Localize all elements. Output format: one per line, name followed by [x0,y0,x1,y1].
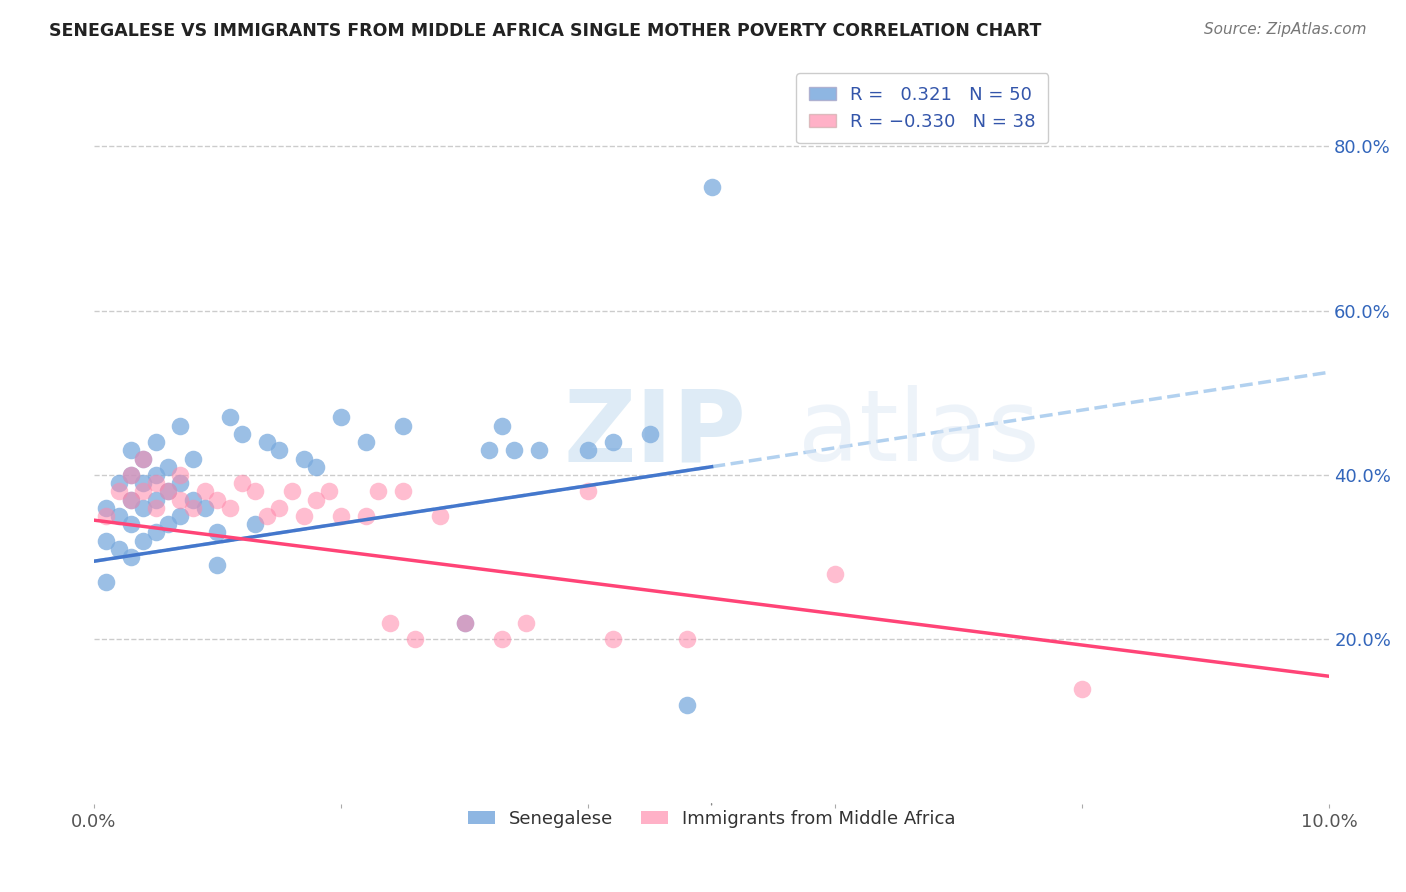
Point [305,459,328,474]
Point [231,476,253,491]
Point [157,484,180,499]
Point [96,500,118,515]
Point [107,476,129,491]
Point [478,443,501,458]
Point [602,435,624,450]
Point [132,451,155,466]
Point [318,484,340,499]
Point [96,533,118,548]
Point [107,509,129,524]
Point [145,492,167,507]
Point [194,484,217,499]
Text: SENEGALESE VS IMMIGRANTS FROM MIDDLE AFRICA SINGLE MOTHER POVERTY CORRELATION CH: SENEGALESE VS IMMIGRANTS FROM MIDDLE AFR… [49,22,1042,40]
Point [638,426,661,441]
Point [145,500,167,515]
Point [515,615,537,630]
Point [354,509,377,524]
Point [1071,681,1094,696]
Point [453,615,475,630]
Point [132,476,155,491]
Point [269,500,291,515]
Point [700,180,723,194]
Point [218,500,240,515]
Point [305,492,328,507]
Point [120,443,142,458]
Point [132,500,155,515]
Point [576,484,599,499]
Text: atlas: atlas [799,385,1039,483]
Point [181,451,204,466]
Point [367,484,389,499]
Point [576,443,599,458]
Point [503,443,526,458]
Point [157,517,180,532]
Point [181,500,204,515]
Point [169,509,191,524]
Point [527,443,550,458]
Point [391,484,413,499]
Point [256,435,278,450]
Point [120,492,142,507]
Point [256,509,278,524]
Point [120,550,142,565]
Point [404,632,426,647]
Point [145,476,167,491]
Point [429,509,451,524]
Point [181,492,204,507]
Point [96,574,118,589]
Point [354,435,377,450]
Point [169,418,191,433]
Point [491,632,513,647]
Point [330,509,353,524]
Point [120,467,142,482]
Point [107,541,129,556]
Point [132,484,155,499]
Point [243,517,266,532]
Point [157,484,180,499]
Point [145,525,167,540]
Point [169,476,191,491]
Point [207,558,229,573]
Point [157,459,180,474]
Point [330,410,353,425]
Point [231,426,253,441]
Point [145,467,167,482]
Point [280,484,302,499]
Point [96,509,118,524]
Point [145,435,167,450]
Legend: Senegalese, Immigrants from Middle Africa: Senegalese, Immigrants from Middle Afric… [460,803,963,835]
Point [292,509,315,524]
Point [120,492,142,507]
Point [269,443,291,458]
Point [602,632,624,647]
Point [169,492,191,507]
Point [380,615,402,630]
Point [491,418,513,433]
Text: ZIP: ZIP [564,385,747,483]
Point [218,410,240,425]
Point [169,467,191,482]
Point [194,500,217,515]
Point [132,533,155,548]
Point [676,698,699,712]
Point [243,484,266,499]
Point [207,492,229,507]
Point [391,418,413,433]
Point [676,632,699,647]
Point [207,525,229,540]
Point [107,484,129,499]
Point [453,615,475,630]
Point [132,451,155,466]
Point [292,451,315,466]
Point [120,517,142,532]
Text: Source: ZipAtlas.com: Source: ZipAtlas.com [1204,22,1367,37]
Point [824,566,846,581]
Point [120,467,142,482]
